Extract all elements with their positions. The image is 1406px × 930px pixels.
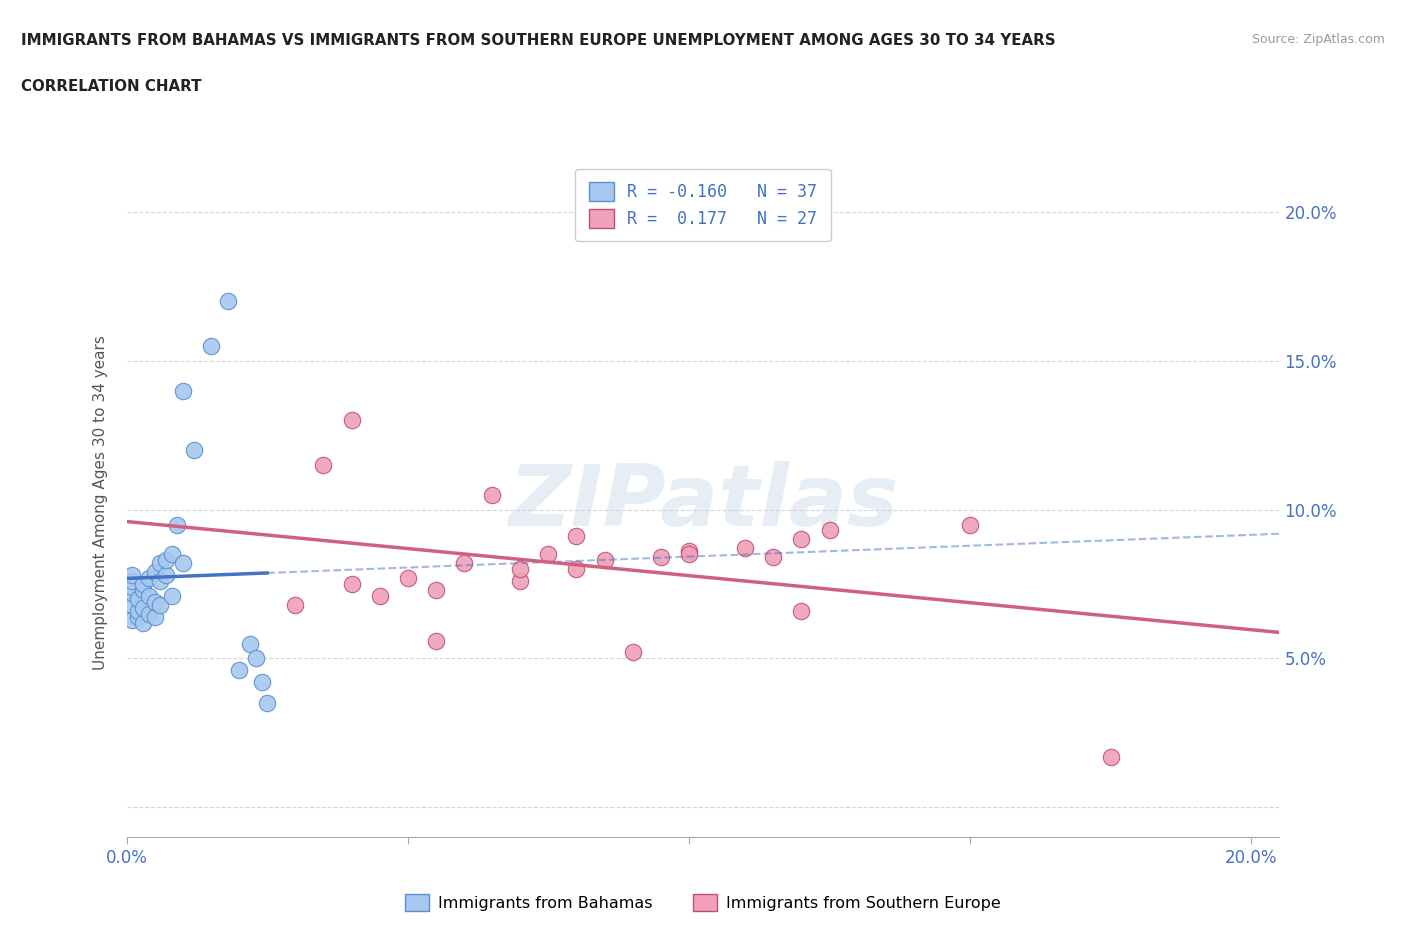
Point [132,577,155,591]
Point [250,675,273,690]
Point [138,606,160,621]
Point [565,529,588,544]
Point [396,571,419,586]
Point [621,645,644,660]
Point [565,562,588,577]
Point [790,532,813,547]
Point [368,589,391,604]
Point [127,609,149,624]
Point [762,550,785,565]
Point [650,550,672,565]
Point [340,577,363,591]
Point [239,636,262,651]
Point [1099,750,1122,764]
Point [425,633,447,648]
Point [121,579,143,594]
Point [143,609,166,624]
Point [127,604,149,618]
Point [593,552,616,567]
Point [217,294,239,309]
Y-axis label: Unemployment Among Ages 30 to 34 years: Unemployment Among Ages 30 to 34 years [93,335,108,670]
Point [790,604,813,618]
Point [127,591,149,606]
Point [678,544,700,559]
Point [509,574,531,589]
Text: IMMIGRANTS FROM BAHAMAS VS IMMIGRANTS FROM SOUTHERN EUROPE UNEMPLOYMENT AMONG AG: IMMIGRANTS FROM BAHAMAS VS IMMIGRANTS FR… [21,33,1056,47]
Point [121,574,143,589]
Point [537,547,560,562]
Point [284,597,307,612]
Legend: R = -0.160   N = 37, R =  0.177   N = 27: R = -0.160 N = 37, R = 0.177 N = 27 [575,169,831,242]
Legend: Immigrants from Bahamas, Immigrants from Southern Europe: Immigrants from Bahamas, Immigrants from… [398,887,1008,917]
Text: ZIPatlas: ZIPatlas [508,460,898,544]
Point [245,651,267,666]
Point [138,589,160,604]
Point [143,565,166,579]
Point [155,567,177,582]
Point [160,589,183,604]
Point [509,562,531,577]
Point [149,574,172,589]
Point [121,597,143,612]
Text: Source: ZipAtlas.com: Source: ZipAtlas.com [1251,33,1385,46]
Point [155,552,177,567]
Point [132,616,155,631]
Point [818,523,841,538]
Point [172,383,194,398]
Point [149,556,172,571]
Point [734,541,756,556]
Point [183,443,205,458]
Text: CORRELATION CHART: CORRELATION CHART [21,79,201,94]
Point [166,517,188,532]
Point [149,597,172,612]
Point [132,601,155,616]
Point [228,663,250,678]
Point [340,413,363,428]
Point [959,517,981,532]
Point [312,458,335,472]
Point [121,586,143,601]
Point [256,696,278,711]
Point [172,556,194,571]
Point [678,547,700,562]
Point [425,582,447,597]
Point [121,612,143,627]
Point [200,339,222,353]
Point [143,594,166,609]
Point [132,582,155,597]
Point [481,487,503,502]
Point [160,547,183,562]
Point [138,571,160,586]
Point [121,567,143,582]
Point [453,556,475,571]
